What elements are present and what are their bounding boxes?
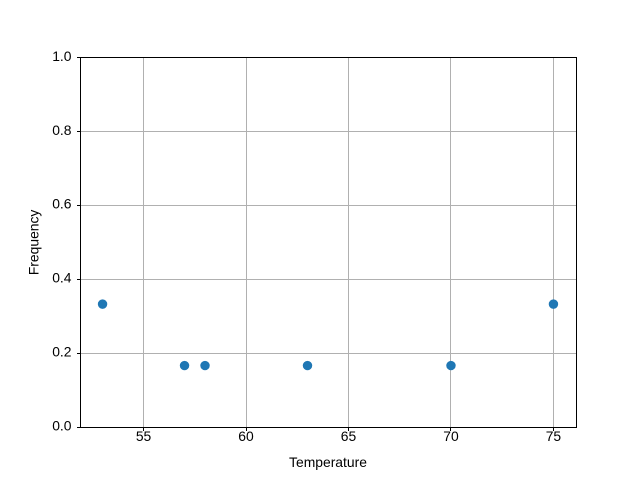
svg-text:75: 75 bbox=[546, 428, 562, 444]
svg-text:65: 65 bbox=[341, 428, 357, 444]
svg-text:0.8: 0.8 bbox=[52, 122, 72, 138]
svg-text:55: 55 bbox=[136, 428, 152, 444]
svg-text:60: 60 bbox=[238, 428, 254, 444]
svg-text:0.2: 0.2 bbox=[52, 344, 72, 360]
svg-text:1.0: 1.0 bbox=[52, 48, 72, 64]
svg-text:0.4: 0.4 bbox=[52, 270, 72, 286]
svg-text:Temperature: Temperature bbox=[289, 454, 367, 470]
svg-text:70: 70 bbox=[443, 428, 459, 444]
svg-text:0.6: 0.6 bbox=[52, 196, 72, 212]
svg-text:Frequency: Frequency bbox=[26, 210, 42, 276]
svg-text:0.0: 0.0 bbox=[52, 418, 72, 434]
